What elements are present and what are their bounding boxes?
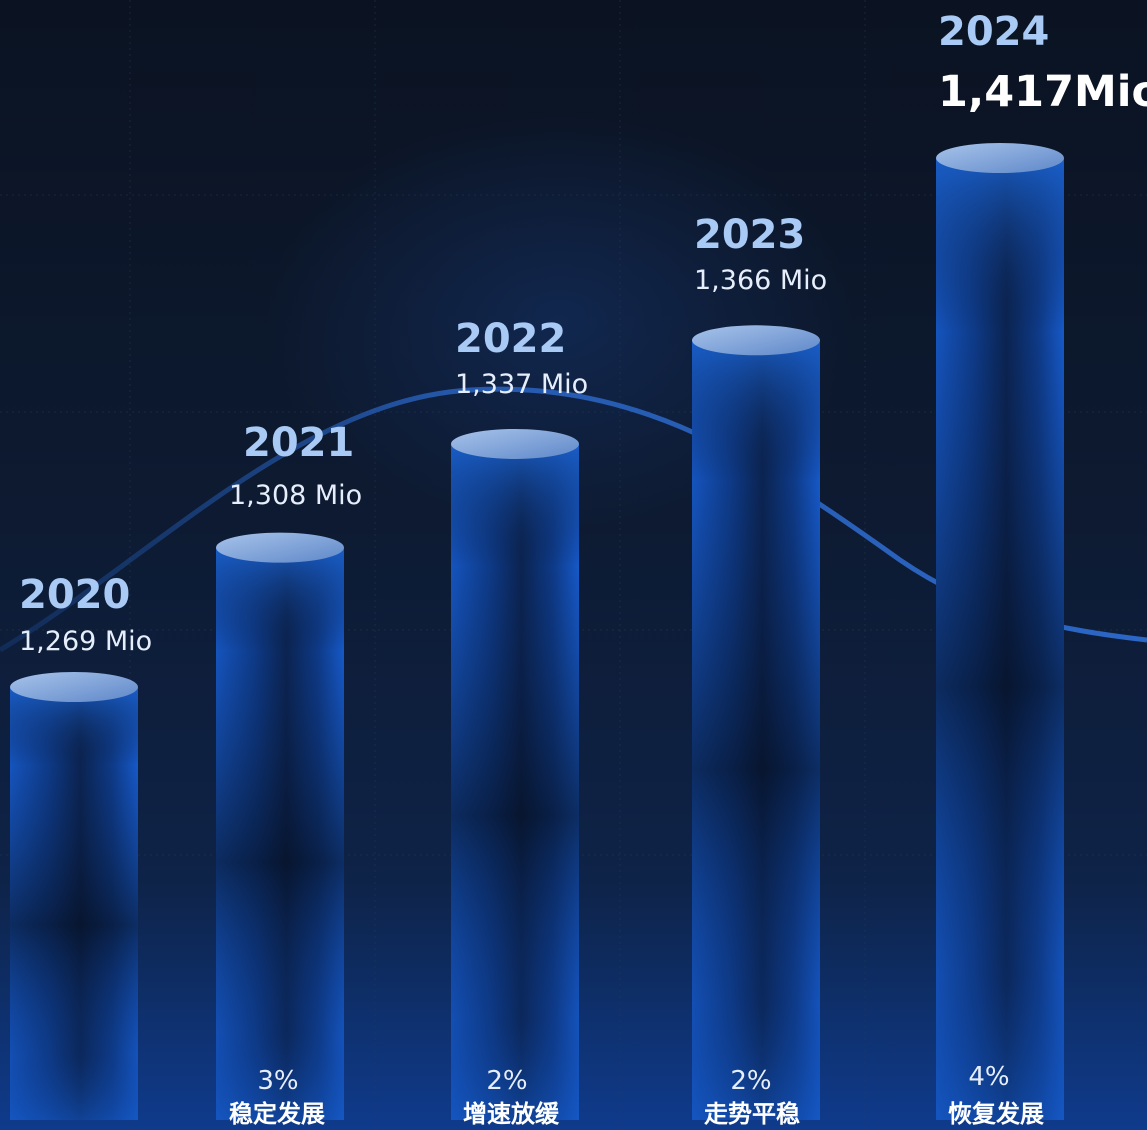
year-label: 2021	[243, 419, 355, 466]
value-label: 1,366 Mio	[694, 265, 828, 297]
growth-label: 2%	[486, 1066, 528, 1096]
bar-shading	[692, 340, 820, 1120]
year-label: 2024	[938, 9, 1050, 55]
bar-2024	[936, 143, 1064, 1120]
bar-shading	[216, 547, 344, 1120]
bar-2023	[692, 325, 820, 1120]
growth-label: 2%	[730, 1066, 772, 1096]
growth-label: 4%	[968, 1062, 1010, 1092]
phase-label: 增速放缓	[463, 1100, 559, 1128]
bar-shading	[451, 443, 579, 1121]
phase-label: 走势平稳	[704, 1100, 800, 1128]
bar-top-cap	[216, 532, 344, 563]
bar-shading	[936, 158, 1064, 1120]
bar-2020	[10, 672, 138, 1120]
growth-label: 3%	[257, 1066, 299, 1096]
bar-top-cap	[936, 143, 1064, 173]
bar-shading	[10, 687, 138, 1120]
value-label: 1,308 Mio	[229, 479, 363, 511]
bar-top-cap	[10, 672, 138, 702]
bars-layer	[10, 143, 1064, 1121]
phase-label: 稳定发展	[229, 1100, 325, 1128]
year-label: 2022	[455, 315, 567, 362]
bar-top-cap	[451, 428, 579, 459]
bar-2022	[451, 428, 579, 1121]
bar-2021	[216, 532, 344, 1120]
bar-top-cap	[692, 325, 820, 356]
value-label: 1,417Mio	[938, 67, 1147, 117]
phase-label: 恢复发展	[948, 1100, 1044, 1128]
year-label: 2020	[19, 572, 131, 618]
value-label: 1,337 Mio	[455, 368, 589, 400]
value-label: 1,269 Mio	[19, 626, 153, 657]
year-label: 2023	[694, 212, 806, 259]
